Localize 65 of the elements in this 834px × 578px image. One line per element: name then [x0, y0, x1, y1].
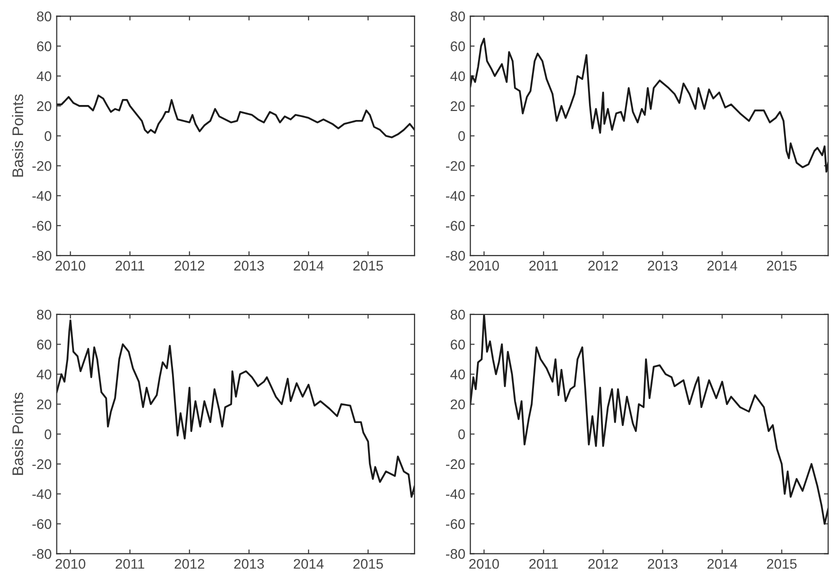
y-tick-label: 60	[37, 41, 52, 52]
x-tick-label: 2010	[469, 558, 499, 569]
x-tick-label: 2014	[294, 260, 324, 271]
y-tick-label: -60	[32, 519, 52, 529]
y-tick-label: -20	[446, 161, 465, 171]
y-tick-label: 80	[450, 310, 465, 320]
y-tick-label: 80	[37, 12, 52, 22]
y-tick-label: -20	[32, 161, 52, 171]
y-tick-label: 40	[450, 370, 465, 380]
y-tick-label: 60	[37, 340, 52, 350]
x-tick-label: 2013	[234, 558, 264, 569]
y-tick-label: -40	[32, 489, 52, 500]
x-tick-label: 2012	[588, 558, 618, 569]
x-tick-label: 2015	[353, 260, 383, 271]
y-tick-label: 0	[44, 131, 52, 142]
line-series	[56, 319, 415, 498]
y-tick-label: 0	[458, 131, 465, 142]
y-tick-label: 60	[450, 41, 465, 52]
y-tick-label: -40	[32, 191, 52, 201]
x-tick-label: 2011	[529, 260, 558, 271]
y-tick-label: 80	[450, 12, 465, 22]
y-axis-title: Basis Points	[12, 94, 24, 177]
x-tick-label: 2014	[707, 558, 738, 569]
y-tick-label: 40	[450, 71, 465, 82]
y-tick-label: -60	[32, 220, 52, 231]
x-tick-label: 2013	[648, 260, 678, 271]
x-tick-label: 2010	[56, 558, 86, 569]
x-tick-label: 2014	[707, 260, 738, 271]
x-tick-label: 2010	[469, 260, 499, 271]
y-tick-label: -80	[32, 549, 52, 559]
x-tick-label: 2013	[648, 558, 678, 569]
x-tick-label: 2015	[353, 558, 383, 569]
y-tick-label: -20	[446, 459, 465, 470]
y-tick-label: -60	[446, 519, 465, 529]
y-tick-label: -80	[32, 250, 52, 261]
x-tick-label: 2012	[174, 558, 204, 569]
y-tick-label: 60	[450, 340, 465, 350]
y-tick-label: 20	[450, 101, 465, 112]
y-tick-label: 0	[44, 429, 52, 440]
y-tick-label: -40	[446, 191, 465, 201]
y-tick-label: -20	[32, 459, 52, 470]
x-tick-label: 2015	[766, 260, 797, 271]
line-series	[56, 94, 415, 138]
y-axis-title: Basis Points	[12, 392, 24, 475]
y-tick-label: -60	[446, 220, 465, 231]
x-tick-label: 2015	[766, 558, 797, 569]
y-tick-label: 20	[37, 399, 52, 410]
line-series	[470, 38, 828, 173]
y-tick-label: 40	[36, 370, 52, 380]
y-tick-label: 20	[37, 101, 52, 112]
y-tick-label: -80	[446, 549, 465, 559]
x-tick-label: 2013	[234, 260, 264, 271]
x-tick-label: 2012	[174, 260, 204, 271]
x-tick-label: 2012	[588, 260, 618, 271]
x-tick-label: 2011	[116, 260, 144, 271]
x-tick-label: 2011	[116, 558, 144, 569]
y-tick-label: 20	[450, 399, 465, 410]
y-tick-label: -80	[446, 250, 465, 261]
y-tick-label: 80	[37, 310, 52, 320]
x-tick-label: 2010	[56, 260, 86, 271]
x-tick-label: 2014	[294, 558, 324, 569]
y-tick-label: 0	[458, 429, 465, 440]
x-tick-label: 2011	[529, 558, 558, 569]
y-tick-label: -40	[446, 489, 465, 500]
y-tick-label: 40	[36, 71, 52, 82]
